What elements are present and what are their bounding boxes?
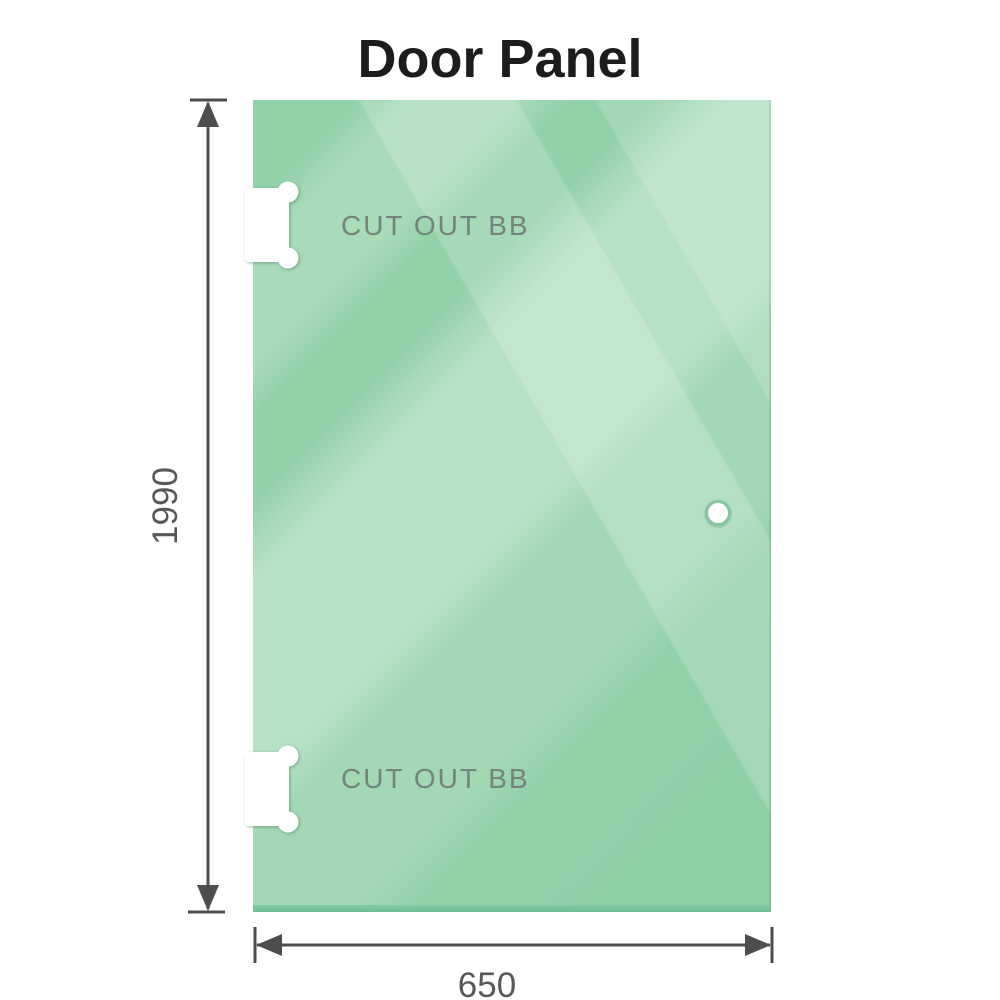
up-arrowhead-icon [197,101,219,127]
down-arrowhead-icon [197,885,219,911]
bottom-hinge-cutout-shape [245,745,299,833]
height-dimension: 1990 [146,98,227,914]
top-cutout-label: CUT OUT BB [341,210,530,241]
glass-panel: CUT OUT BB CUT OUT BB [245,100,771,912]
panel-right-edge [769,100,771,912]
top-hinge-cutout-shape [245,181,299,269]
bottom-hinge-cutout [245,745,299,833]
left-arrowhead-icon [256,934,282,956]
handle-hole [705,500,731,526]
width-dimension-label: 650 [458,966,516,1000]
page-title: Door Panel [357,29,643,89]
width-dimension: 650 [253,927,774,1000]
height-dimension-label: 1990 [146,467,185,545]
right-arrowhead-icon [745,934,771,956]
panel-bottom-edge [253,905,771,912]
top-hinge-cutout [245,181,299,269]
bottom-cutout-label: CUT OUT BB [341,763,530,794]
